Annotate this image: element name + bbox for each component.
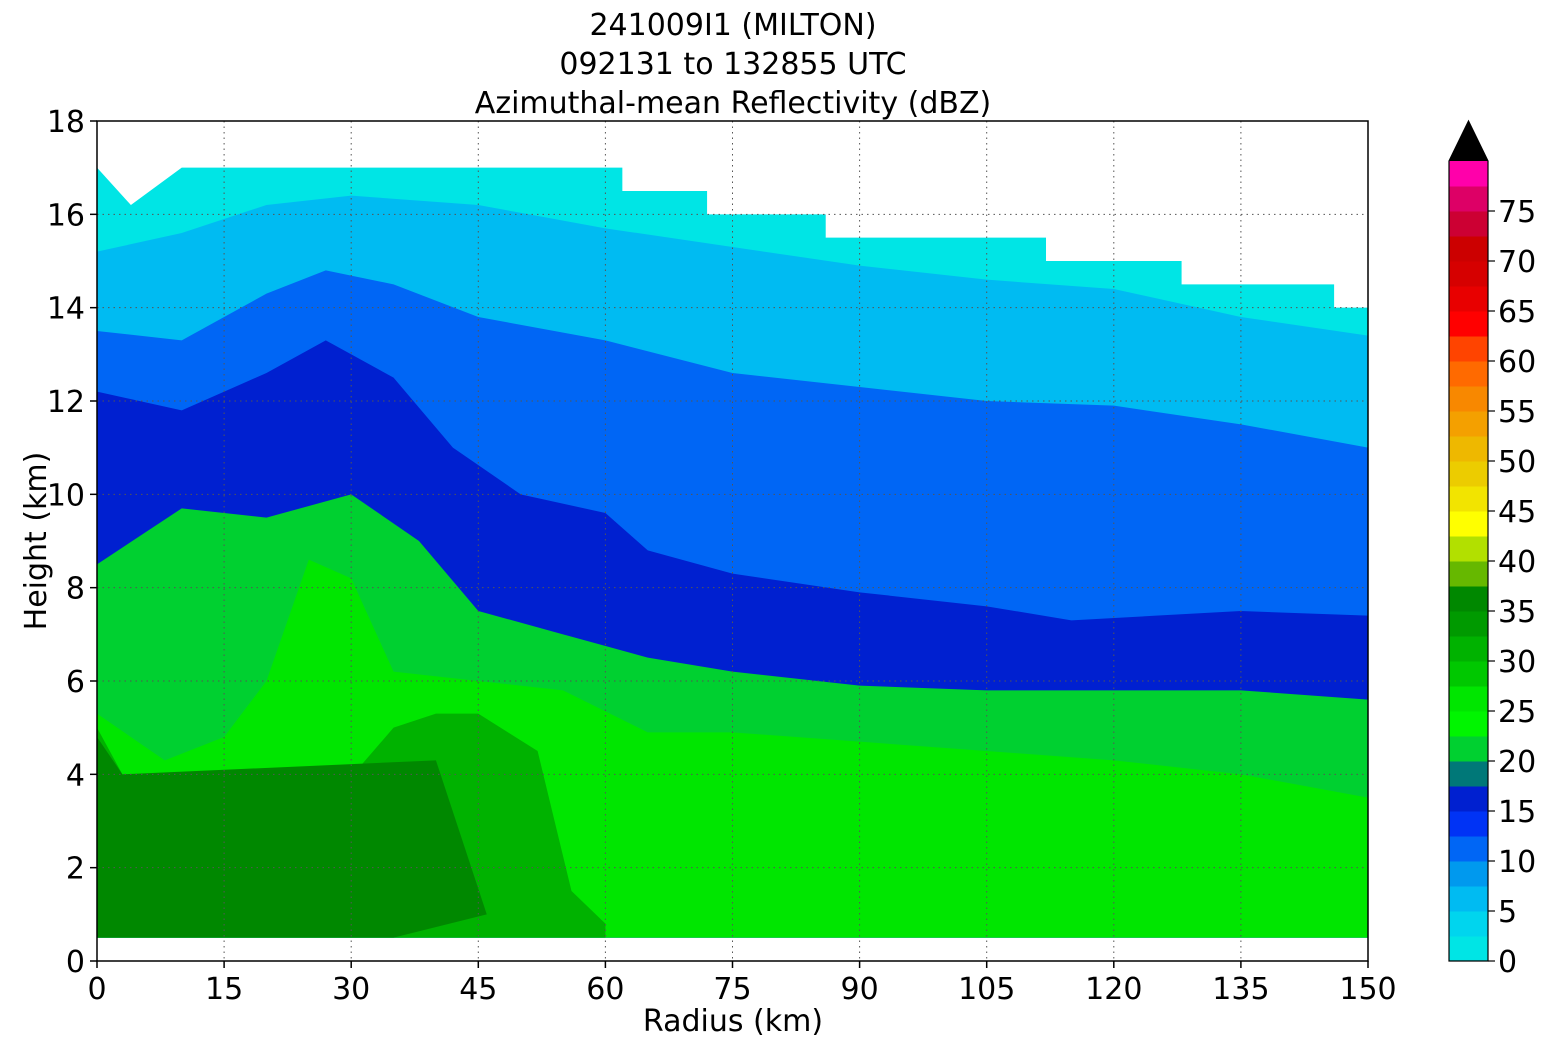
colorbar-segment [1449, 586, 1488, 612]
reflectivity-field [97, 167, 1368, 938]
colorbar-tick-label: 65 [1498, 295, 1536, 330]
x-tick-label: 60 [586, 972, 624, 1007]
colorbar-segment [1449, 836, 1488, 862]
x-tick-label: 45 [459, 972, 497, 1007]
colorbar-tick-label: 55 [1498, 395, 1536, 430]
colorbar-segment [1449, 261, 1488, 287]
colorbar-segment [1449, 286, 1488, 312]
colorbar-tick-label: 10 [1498, 845, 1536, 880]
y-tick-label: 10 [47, 478, 85, 513]
colorbar-segment [1449, 161, 1488, 187]
colorbar-tick-label: 50 [1498, 445, 1536, 480]
colorbar-segment [1449, 811, 1488, 837]
x-tick-label: 150 [1339, 972, 1396, 1007]
colorbar-tick-label: 25 [1498, 695, 1536, 730]
y-axis-label: Height (km) [19, 452, 54, 631]
colorbar: 0 5 10 15 20 25 30 35 40 45 50 55 60 65 70 75 [1448, 119, 1536, 980]
x-tick-label: 90 [841, 972, 879, 1007]
colorbar-segment [1449, 236, 1488, 262]
colorbar-tick-label: 30 [1498, 645, 1536, 680]
colorbar-segment [1449, 711, 1488, 737]
colorbar-tick-label: 35 [1498, 595, 1536, 630]
colorbar-tick-label: 0 [1498, 945, 1517, 980]
colorbar-segment [1449, 336, 1488, 362]
colorbar-segment [1449, 386, 1488, 412]
colorbar-segment [1449, 311, 1488, 337]
colorbar-tick-label: 60 [1498, 345, 1536, 380]
colorbar-frame [1448, 119, 1489, 962]
colorbar-tick-label: 45 [1498, 495, 1536, 530]
colorbar-segment [1449, 686, 1488, 712]
colorbar-segment [1449, 636, 1488, 662]
contour-band-35dbz [97, 737, 487, 938]
colorbar-segment [1449, 761, 1488, 787]
colorbar-tick-label: 5 [1498, 895, 1517, 930]
colorbar-segment [1449, 486, 1488, 512]
y-tick-label: 14 [47, 292, 85, 327]
colorbar-tick-label: 40 [1498, 545, 1536, 580]
y-tick-label: 2 [66, 852, 85, 887]
colorbar-segment [1449, 361, 1488, 387]
colorbar-segment [1449, 186, 1488, 212]
y-tick-label: 16 [47, 198, 85, 233]
y-tick-label: 8 [66, 572, 85, 607]
colorbar-tick-label: 15 [1498, 795, 1536, 830]
colorbar-segment [1449, 211, 1488, 237]
grid-lines [97, 121, 1368, 961]
x-tick-label: 0 [87, 972, 106, 1007]
colorbar-segment [1449, 536, 1488, 562]
x-axis-ticks: 0 15 30 45 60 75 90 105 120 135 150 [87, 961, 1397, 1007]
y-axis-ticks: 0 2 4 6 8 10 12 14 16 18 [47, 105, 97, 980]
x-tick-label: 75 [713, 972, 751, 1007]
colorbar-segment [1449, 611, 1488, 637]
y-tick-label: 0 [66, 945, 85, 980]
x-tick-label: 105 [958, 972, 1015, 1007]
colorbar-segment [1449, 911, 1488, 937]
colorbar-segment [1449, 561, 1488, 587]
title-line-3: Azimuthal-mean Reflectivity (dBZ) [475, 86, 991, 121]
colorbar-segment [1449, 786, 1488, 812]
x-tick-label: 30 [332, 972, 370, 1007]
colorbar-segment [1449, 936, 1488, 962]
colorbar-extend-arrow [1449, 121, 1488, 161]
chart-title: 241009I1 (MILTON) 092131 to 132855 UTC A… [475, 8, 991, 121]
colorbar-tick-label: 75 [1498, 195, 1536, 230]
colorbar-segment [1449, 736, 1488, 762]
x-tick-label: 15 [205, 972, 243, 1007]
y-tick-label: 12 [47, 385, 85, 420]
x-tick-label: 135 [1212, 972, 1269, 1007]
y-tick-label: 6 [66, 665, 85, 700]
colorbar-tick-label: 20 [1498, 745, 1536, 780]
colorbar-segment [1449, 861, 1488, 887]
colorbar-segment [1449, 886, 1488, 912]
colorbar-segment [1449, 411, 1488, 437]
x-tick-label: 120 [1085, 972, 1142, 1007]
colorbar-tick-label: 70 [1498, 245, 1536, 280]
colorbar-segment [1449, 511, 1488, 537]
title-line-1: 241009I1 (MILTON) [589, 8, 876, 43]
y-tick-label: 18 [47, 105, 85, 140]
colorbar-segment [1449, 661, 1488, 687]
x-axis-label: Radius (km) [643, 1004, 823, 1039]
y-tick-label: 4 [66, 758, 85, 793]
title-line-2: 092131 to 132855 UTC [559, 47, 906, 82]
colorbar-segment [1449, 461, 1488, 487]
colorbar-segment [1449, 436, 1488, 462]
